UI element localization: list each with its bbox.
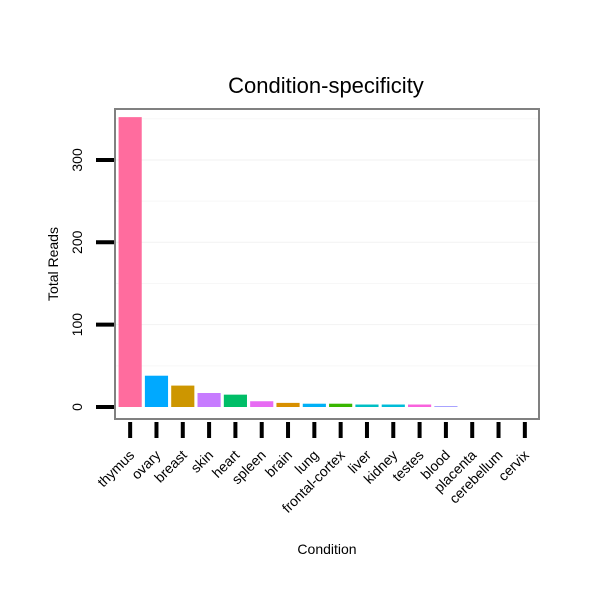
y-axis-label: Total Reads — [45, 227, 61, 301]
bar-thymus — [118, 117, 142, 408]
bar-kidney — [381, 404, 405, 407]
plot-panel-border — [114, 108, 540, 420]
bar-skin — [197, 393, 221, 407]
bar-brain — [276, 402, 300, 407]
bar-liver — [355, 404, 379, 407]
y-tick-label: 0 — [69, 403, 85, 411]
x-tick-label-brain: brain — [262, 447, 295, 480]
bar-heart — [223, 394, 247, 407]
gridlines — [116, 118, 538, 367]
bar-ovary — [144, 375, 169, 407]
bar-lung — [302, 403, 326, 407]
bar-blood — [434, 406, 458, 407]
bar-frontal-cortex — [329, 403, 353, 407]
bars — [118, 117, 458, 408]
x-axis: thymusovarybreastskinheartspleenbrainlun… — [94, 422, 532, 516]
y-tick-label: 100 — [69, 313, 85, 337]
bar-testes — [408, 404, 432, 407]
y-tick-label: 200 — [69, 230, 85, 254]
bar-spleen — [250, 401, 274, 407]
x-axis-label: Condition — [297, 541, 356, 557]
x-tick-label-cervix: cervix — [495, 447, 532, 484]
bar-breast — [171, 385, 195, 407]
y-tick-label: 300 — [69, 148, 85, 172]
y-axis: 0 100 200 300 — [69, 148, 114, 411]
chart-title: Condition-specificity — [228, 73, 424, 98]
